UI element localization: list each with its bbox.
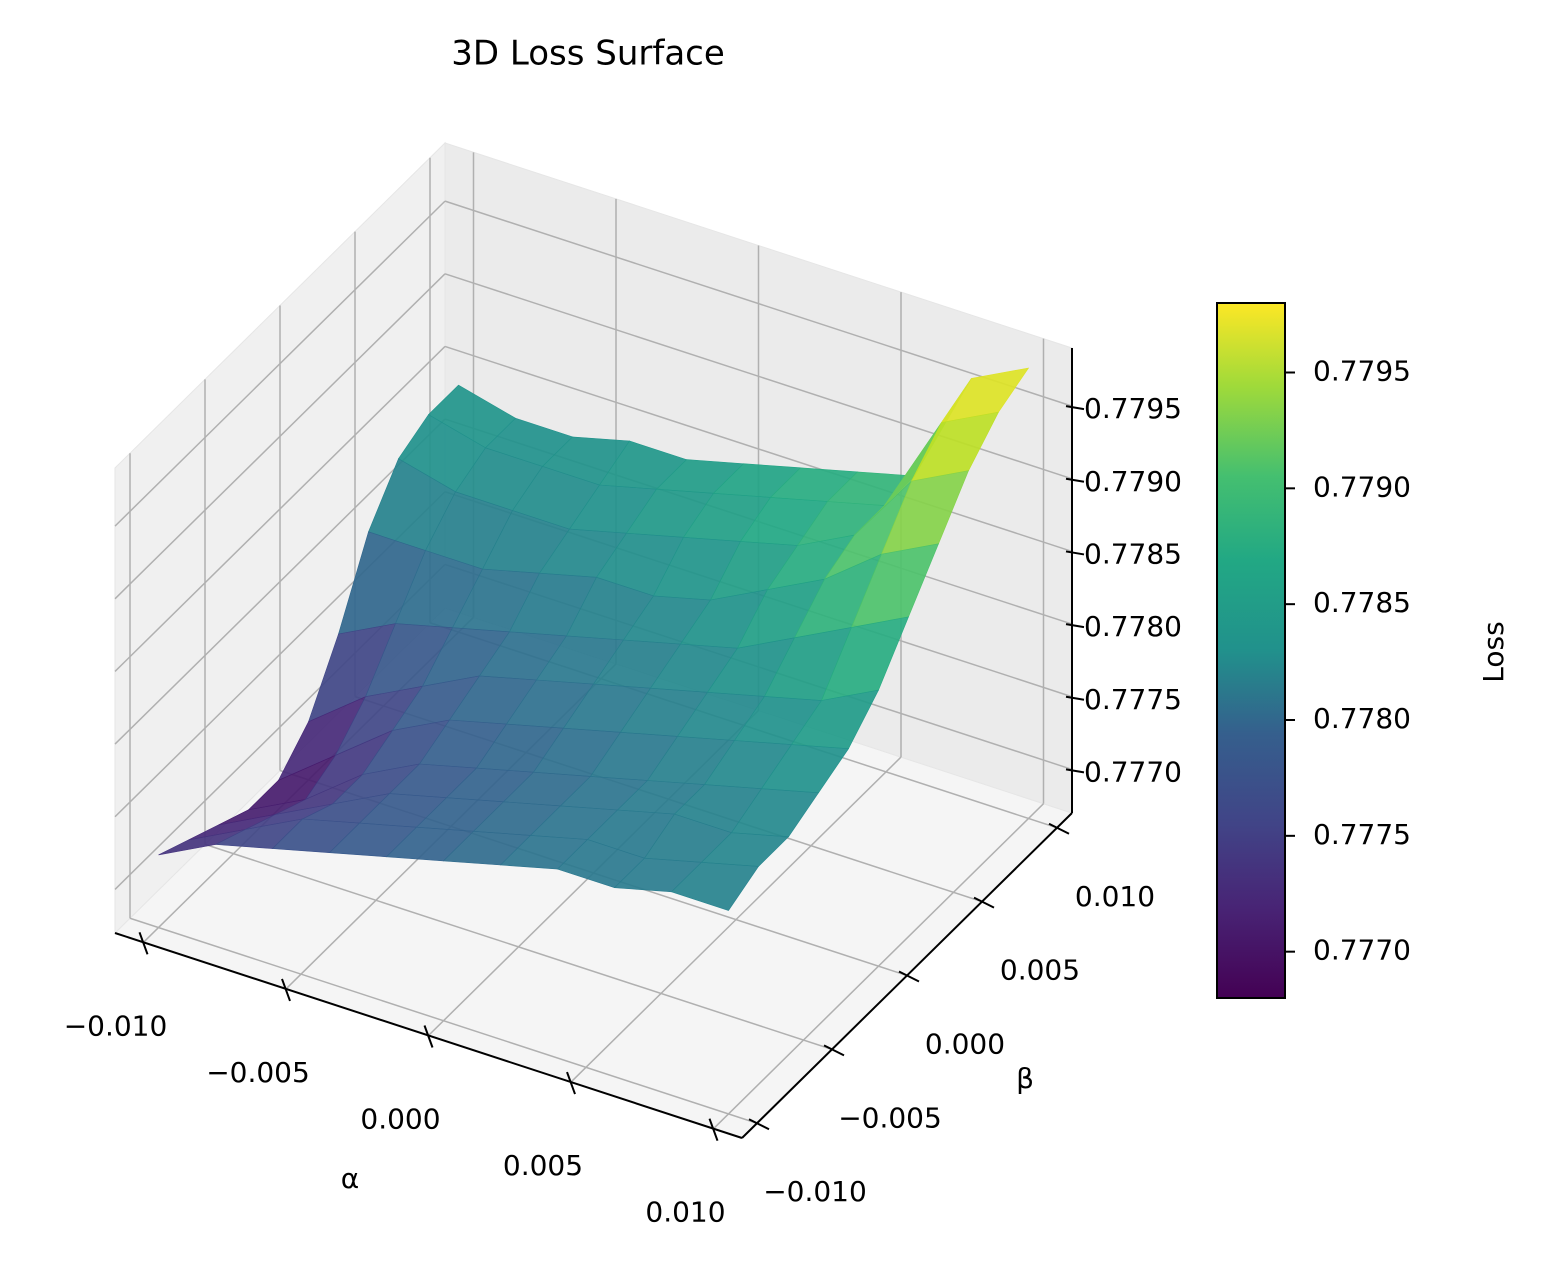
z-tick [1065,477,1085,483]
x-tick-label: 0.000 [360,1103,440,1136]
x-tick [138,931,149,955]
x-tick-label: 0.005 [503,1149,583,1182]
grid-line [444,200,1073,407]
grid-line [114,273,446,600]
y-axis-label: β [1016,1062,1034,1095]
x-axis-label: α [341,1162,359,1195]
z-tick-label: 0.7770 [1084,755,1182,788]
colorbar-tick-label: 0.7790 [1313,470,1411,503]
z-tick [1065,768,1085,774]
y-tick [823,1044,845,1057]
z-tick-label: 0.7790 [1084,465,1182,498]
y-tick [748,1118,770,1131]
grid-line [114,200,446,527]
z-tick [1065,405,1085,411]
x-tick-label: −0.010 [64,1009,168,1042]
y-tick-label: −0.010 [763,1175,867,1208]
colorbar-tick-label: 0.7780 [1313,702,1411,735]
colorbar-tick-label: 0.7770 [1313,934,1411,967]
surface-cell [670,861,760,911]
grid-line [444,345,1073,553]
y-tick [973,896,995,909]
y-tick-label: −0.005 [838,1101,942,1134]
z-tick-label: 0.7795 [1084,392,1182,425]
grid-line [114,345,446,672]
chart-title: 3D Loss Surface [451,34,725,74]
colorbar-tick-label: 0.7795 [1313,355,1411,388]
colorbar-label: Loss [1477,621,1510,682]
z-tick [1065,695,1085,701]
y-tick [898,970,920,983]
y-tick [1048,822,1070,835]
x-tick [566,1071,576,1095]
x-tick-label: −0.005 [206,1056,310,1089]
colorbar [1216,302,1286,999]
z-tick [1065,550,1085,556]
z-tick [1065,623,1085,629]
x-tick [281,978,291,1002]
x-tick [423,1025,434,1048]
colorbar-tick-label: 0.7785 [1313,586,1411,619]
z-tick-label: 0.7775 [1084,683,1182,716]
y-tick-label: 0.000 [925,1028,1005,1061]
colorbar-tick-label: 0.7775 [1313,818,1411,851]
x-tick [708,1118,719,1142]
z-tick-label: 0.7785 [1084,537,1182,570]
y-tick-label: 0.005 [1000,954,1080,987]
grid-line [129,917,758,1124]
grid-line [114,418,446,745]
z-tick-label: 0.7780 [1084,610,1182,643]
x-tick-label: 0.010 [645,1196,725,1229]
y-tick-label: 0.010 [1075,880,1155,913]
grid-line [204,843,833,1051]
